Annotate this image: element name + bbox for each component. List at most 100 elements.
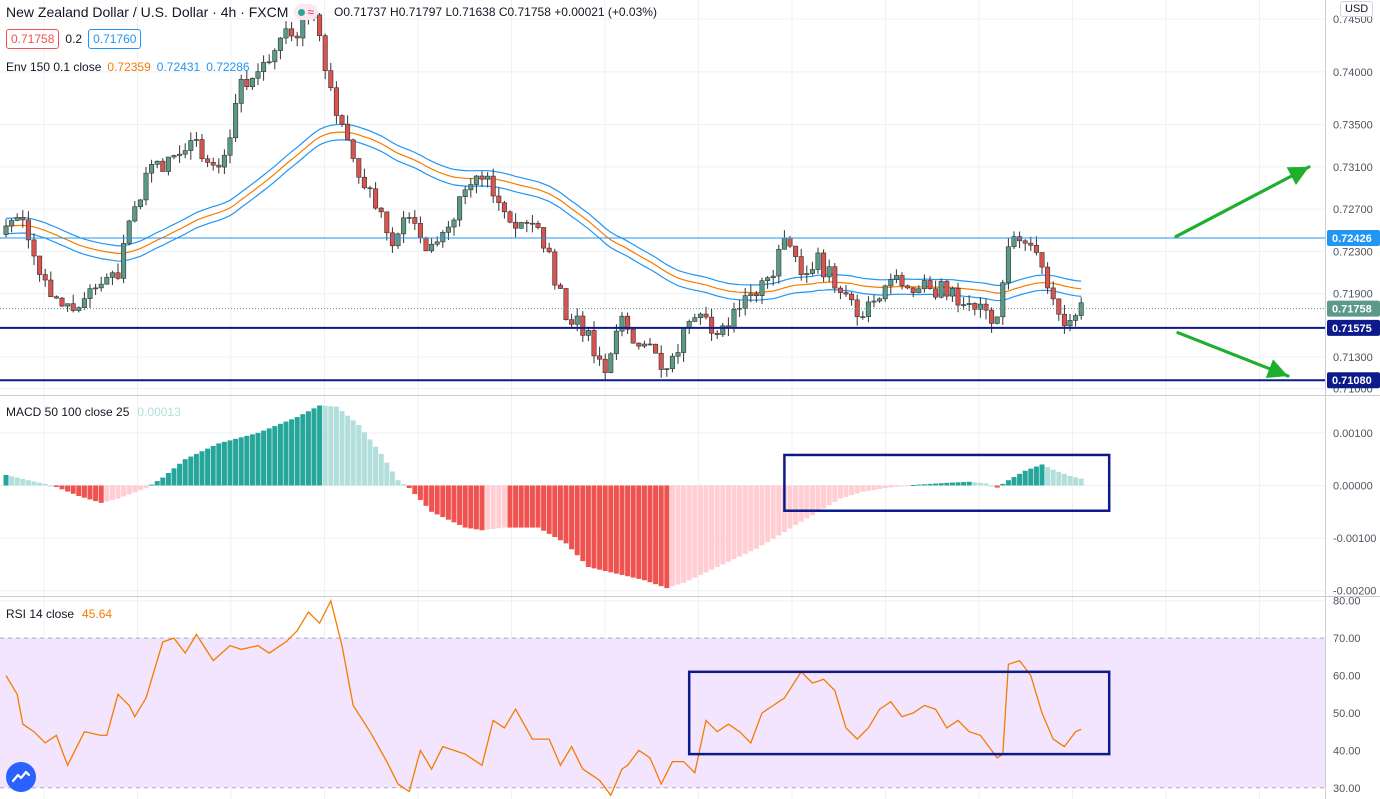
candle-body [966, 303, 972, 305]
candle-body [535, 223, 541, 228]
symbol-title[interactable]: New Zealand Dollar / U.S. Dollar · 4h · … [6, 4, 289, 20]
tradingview-logo-icon[interactable] [6, 762, 36, 792]
candle-body [451, 219, 457, 228]
macd-histogram-bar [837, 485, 843, 499]
bid-button[interactable]: 0.71758 [6, 29, 60, 49]
candle-body [546, 247, 552, 253]
candle-body [31, 239, 37, 257]
rsi-title: RSI 14 close [6, 607, 75, 621]
rsi-legend[interactable]: RSI 14 close 45.64 [6, 607, 112, 621]
candle-body [686, 321, 692, 329]
candle-body [289, 28, 295, 37]
macd-histogram-bar [70, 485, 76, 494]
macd-histogram-bar [916, 484, 922, 486]
candle-body [93, 287, 99, 290]
candle-body [776, 248, 782, 277]
candle-body [804, 273, 810, 275]
macd-histogram-bar [1028, 468, 1034, 486]
candle-body [233, 103, 239, 139]
macd-histogram-bar [37, 482, 43, 486]
candle-body [3, 225, 9, 235]
up-arrow-head [1286, 166, 1309, 186]
candle-body [199, 139, 205, 160]
candle-body [563, 288, 569, 320]
macd-histogram-bar [261, 430, 267, 486]
currency-button[interactable]: USD [1340, 1, 1374, 17]
macd-histogram-bar [809, 485, 815, 516]
macd-histogram-bar [462, 485, 468, 528]
macd-histogram-bar [406, 485, 412, 489]
candle-body [916, 288, 922, 293]
macd-histogram-bar [569, 485, 575, 550]
envelope-legend[interactable]: Env 150 0.1 close 0.72359 0.72431 0.7228… [6, 60, 250, 74]
candle-body [1045, 266, 1051, 289]
candle-body [1005, 246, 1011, 284]
macd-histogram-bar [210, 446, 216, 486]
level-price-tag [1327, 319, 1380, 336]
macd-histogram-bar [81, 485, 87, 498]
envelope-lower-value: 0.72286 [206, 60, 250, 74]
candle-body [893, 275, 899, 280]
macd-histogram-bar [669, 485, 675, 587]
macd-histogram-bar [552, 485, 558, 538]
candle-body [384, 211, 390, 234]
macd-legend[interactable]: MACD 50 100 close 25 0.00013 [6, 405, 181, 419]
macd-histogram-bar [468, 485, 474, 529]
candle-body [703, 313, 709, 318]
candle-body [709, 316, 715, 334]
ask-button[interactable]: 0.71760 [88, 29, 142, 49]
macd-histogram-bar [955, 482, 961, 486]
macd-histogram-bar [25, 480, 31, 486]
candle-body [585, 330, 591, 336]
macd-histogram-bar [496, 485, 502, 529]
candle-body [149, 164, 155, 174]
candle-body [809, 269, 815, 274]
candle-body [888, 279, 894, 287]
macd-histogram-bar [563, 485, 569, 544]
macd-histogram-bar [641, 485, 647, 581]
macd-tick-label: -0.00200 [1333, 586, 1376, 598]
envelope-basis-value: 0.72359 [107, 60, 151, 74]
candle-body [1073, 315, 1079, 321]
candle-body [457, 196, 463, 221]
rsi-annotation-box [687, 670, 1111, 756]
price-tick-label: 0.71300 [1333, 352, 1373, 364]
candle-body [468, 184, 474, 191]
level-price-tag [1327, 230, 1380, 247]
market-status-icon[interactable]: ≈ [294, 4, 319, 20]
candle-body [244, 78, 250, 87]
rsi-tick-label: 70.00 [1333, 633, 1361, 645]
macd-histogram-bar [339, 411, 345, 486]
macd-histogram-bar [137, 485, 143, 491]
candle-body [87, 288, 93, 299]
macd-histogram-bar [748, 485, 754, 552]
macd-histogram-bar [389, 471, 395, 486]
macd-histogram-bar [182, 459, 188, 486]
macd-histogram-bar [14, 477, 20, 486]
candle-body [210, 162, 216, 166]
level-price-label: 0.71575 [1332, 323, 1372, 335]
macd-histogram-bar [205, 448, 211, 486]
candle-body [552, 251, 558, 286]
candle-body [843, 292, 849, 295]
candle-body [625, 315, 631, 330]
macd-histogram-bar [994, 485, 1000, 488]
macd-histogram-bar [759, 485, 765, 546]
macd-histogram-bar [949, 482, 955, 486]
macd-histogram-bar [277, 423, 283, 486]
macd-histogram-bar [440, 485, 446, 518]
macd-histogram-bar [188, 456, 194, 486]
candle-body [569, 319, 575, 325]
candle-body [154, 160, 160, 165]
candle-body [188, 140, 194, 151]
macd-histogram-bar [725, 485, 731, 562]
candle-body [490, 175, 496, 197]
candle-body [339, 115, 345, 125]
macd-histogram-bar [983, 483, 989, 486]
macd-histogram-bar [457, 485, 463, 525]
macd-histogram-bar [977, 482, 983, 486]
annotation-arrows [1174, 165, 1311, 378]
candle-body [877, 298, 883, 302]
candle-body [972, 303, 978, 310]
macd-histogram-bar [513, 485, 519, 528]
